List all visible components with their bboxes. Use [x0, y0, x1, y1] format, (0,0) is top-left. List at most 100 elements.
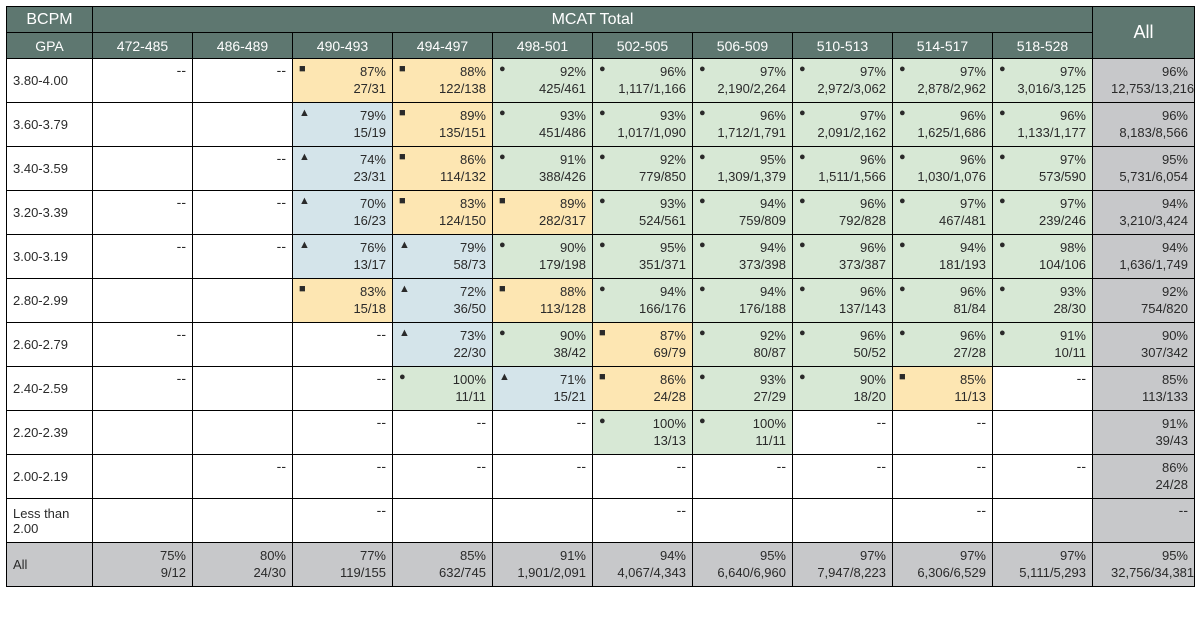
circle-marker: ●: [999, 152, 1006, 163]
percent-value: 96%: [611, 64, 686, 80]
all-cell: 86%24/28: [1093, 455, 1195, 499]
data-cell: [793, 499, 893, 543]
row-label: 3.60-3.79: [7, 103, 93, 147]
header-mcat-col: 490-493: [293, 33, 393, 59]
data-cell: ●93%451/486: [493, 103, 593, 147]
data-cell: ●97%2,878/2,962: [893, 59, 993, 103]
circle-marker: ●: [999, 328, 1006, 339]
data-cell: [993, 411, 1093, 455]
triangle-marker: ▲: [499, 372, 510, 383]
header-mcat-col: 506-509: [693, 33, 793, 59]
all-cell: 90%307/342: [1093, 323, 1195, 367]
fraction-value: 4,067/4,343: [611, 565, 686, 581]
square-marker: ■: [599, 328, 606, 339]
circle-marker: ●: [899, 284, 906, 295]
data-cell: --: [993, 455, 1093, 499]
square-marker: ■: [399, 64, 406, 75]
row-all: All75%9/1280%24/3077%119/15585%632/74591…: [7, 543, 1195, 587]
percent-value: 90%: [511, 240, 586, 256]
percent-value: 92%: [511, 64, 586, 80]
data-cell: ●96%373/387: [793, 235, 893, 279]
triangle-marker: ▲: [399, 284, 410, 295]
fraction-value: 5,731/6,054: [1111, 169, 1188, 185]
fraction-value: 1,625/1,686: [911, 125, 986, 141]
data-cell: --: [993, 367, 1093, 411]
data-cell: 97%6,306/6,529: [893, 543, 993, 587]
data-cell: ●96%1,030/1,076: [893, 147, 993, 191]
gpa-mcat-table: BCPM MCAT Total All GPA 472-485486-48949…: [6, 6, 1195, 587]
header-mcat-span: MCAT Total: [93, 7, 1093, 33]
triangle-marker: ▲: [299, 152, 310, 163]
data-cell: ●96%1,625/1,686: [893, 103, 993, 147]
fraction-value: 27/28: [911, 345, 986, 361]
triangle-marker: ▲: [299, 196, 310, 207]
data-cell: ●92%779/850: [593, 147, 693, 191]
fraction-value: 1,030/1,076: [911, 169, 986, 185]
data-cell: --: [593, 499, 693, 543]
data-cell: ●96%137/143: [793, 279, 893, 323]
all-cell: 96%8,183/8,566: [1093, 103, 1195, 147]
row-label: 2.20-2.39: [7, 411, 93, 455]
fraction-value: 524/561: [611, 213, 686, 229]
fraction-value: 373/398: [711, 257, 786, 273]
all-cell: --: [1093, 499, 1195, 543]
data-cell: ●94%166/176: [593, 279, 693, 323]
fraction-value: 22/30: [411, 345, 486, 361]
percent-value: 88%: [511, 284, 586, 300]
data-cell: ●92%80/87: [693, 323, 793, 367]
data-cell: [93, 411, 193, 455]
circle-marker: ●: [999, 108, 1006, 119]
data-cell: ■83%15/18: [293, 279, 393, 323]
fraction-value: 58/73: [411, 257, 486, 273]
data-cell: ●93%28/30: [993, 279, 1093, 323]
percent-value: 96%: [1111, 64, 1188, 80]
fraction-value: 179/198: [511, 257, 586, 273]
data-cell: ●95%1,309/1,379: [693, 147, 793, 191]
fraction-value: 137/143: [811, 301, 886, 317]
data-cell: [493, 499, 593, 543]
data-cell: [93, 455, 193, 499]
percent-value: 96%: [911, 108, 986, 124]
percent-value: 97%: [1011, 64, 1086, 80]
fraction-value: 104/106: [1011, 257, 1086, 273]
table-row: 3.40-3.59--▲74%23/31■86%114/132●91%388/4…: [7, 147, 1195, 191]
row-label: 3.80-4.00: [7, 59, 93, 103]
fraction-value: 80/87: [711, 345, 786, 361]
data-cell: ▲79%15/19: [293, 103, 393, 147]
circle-marker: ●: [499, 240, 506, 251]
percent-value: 96%: [811, 284, 886, 300]
percent-value: 96%: [1011, 108, 1086, 124]
percent-value: 97%: [911, 64, 986, 80]
data-cell: ●93%524/561: [593, 191, 693, 235]
data-cell: --: [893, 411, 993, 455]
data-cell: ▲73%22/30: [393, 323, 493, 367]
fraction-value: 3,210/3,424: [1111, 213, 1188, 229]
fraction-value: 1,636/1,749: [1111, 257, 1188, 273]
data-cell: ■85%11/13: [893, 367, 993, 411]
fraction-value: 113/133: [1111, 389, 1188, 405]
all-cell: 95%32,756/34,381: [1093, 543, 1195, 587]
table-row: 3.20-3.39----▲70%16/23■83%124/150■89%282…: [7, 191, 1195, 235]
row-label: 3.40-3.59: [7, 147, 93, 191]
circle-marker: ●: [799, 328, 806, 339]
circle-marker: ●: [599, 108, 606, 119]
data-cell: --: [893, 455, 993, 499]
data-cell: --: [293, 367, 393, 411]
fraction-value: 373/387: [811, 257, 886, 273]
circle-marker: ●: [799, 372, 806, 383]
all-cell: 94%1,636/1,749: [1093, 235, 1195, 279]
circle-marker: ●: [599, 284, 606, 295]
data-cell: --: [493, 411, 593, 455]
fraction-value: 27/29: [711, 389, 786, 405]
percent-value: 76%: [311, 240, 386, 256]
header-mcat-col: 518-528: [993, 33, 1093, 59]
circle-marker: ●: [699, 372, 706, 383]
circle-marker: ●: [399, 372, 406, 383]
data-cell: ●96%1,511/1,566: [793, 147, 893, 191]
data-cell: ●97%3,016/3,125: [993, 59, 1093, 103]
row-label: Less than 2.00: [7, 499, 93, 543]
data-cell: [193, 367, 293, 411]
data-cell: ●97%2,091/2,162: [793, 103, 893, 147]
fraction-value: 2,091/2,162: [811, 125, 886, 141]
circle-marker: ●: [899, 64, 906, 75]
